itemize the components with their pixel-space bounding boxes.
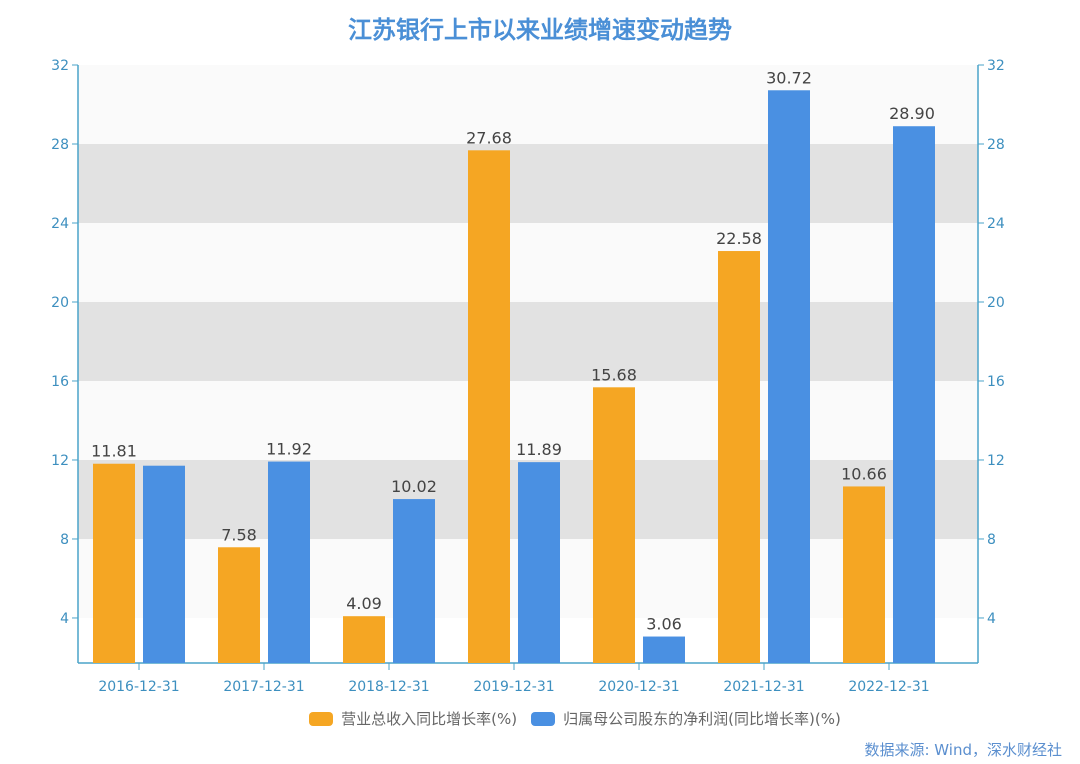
- grid-band: [78, 301, 978, 381]
- x-tick-label: 2022-12-31: [848, 679, 929, 695]
- data-label-net-profit: 11.89: [516, 440, 562, 459]
- y-tick-label-right: 16: [987, 374, 1005, 390]
- legend-label-revenue: 营业总收入同比增长率(%): [341, 710, 518, 728]
- y-tick-label-right: 8: [987, 532, 996, 548]
- bar-net-profit: [518, 462, 560, 663]
- data-label-revenue: 22.58: [716, 229, 762, 248]
- data-label-revenue: 11.81: [91, 442, 137, 461]
- bar-revenue: [593, 387, 635, 663]
- bar-net-profit: [268, 461, 310, 663]
- data-label-revenue: 27.68: [466, 128, 512, 147]
- data-label-net-profit: 10.02: [391, 477, 437, 496]
- data-label-net-profit: 11.92: [266, 440, 312, 459]
- data-label-net-profit: 28.90: [889, 104, 935, 123]
- legend-swatch-net-profit: [531, 711, 556, 726]
- bar-chart: 4 4 8 8 12 12 16 16 20 20 24 24 28 28 32 32 2016-12-31 11…: [51, 58, 1005, 695]
- chart-title: 江苏银行上市以来业绩增速变动趋势: [348, 16, 732, 44]
- bar-revenue: [718, 251, 760, 664]
- grid-band: [78, 143, 978, 223]
- bar-net-profit: [143, 465, 185, 663]
- y-tick-label-left: 20: [51, 295, 69, 311]
- y-tick-label-right: 20: [987, 295, 1005, 311]
- legend-swatch-revenue: [309, 711, 334, 726]
- y-tick-label-left: 12: [51, 453, 69, 469]
- x-tick-label: 2018-12-31: [348, 679, 429, 695]
- grid-band: [78, 65, 978, 144]
- x-tick-label: 2019-12-31: [473, 679, 554, 695]
- y-tick-label-left: 32: [51, 58, 69, 74]
- data-label-revenue: 10.66: [841, 464, 887, 483]
- y-tick-label-left: 16: [51, 374, 69, 390]
- bar-revenue: [218, 547, 260, 663]
- legend-item-net-profit[interactable]: 归属母公司股东的净利润(同比增长率)(%): [531, 708, 841, 729]
- x-tick-label: 2016-12-31: [98, 679, 179, 695]
- bar-revenue: [343, 616, 385, 663]
- y-tick-label-right: 28: [987, 137, 1005, 153]
- legend: 营业总收入同比增长率(%) 归属母公司股东的净利润(同比增长率)(%): [0, 708, 1080, 729]
- grid-band: [78, 380, 978, 460]
- data-label-net-profit: 30.72: [766, 68, 812, 87]
- y-tick-label-left: 4: [60, 611, 69, 627]
- x-tick-label: 2017-12-31: [223, 679, 304, 695]
- data-label-net-profit: 3.06: [646, 615, 682, 634]
- y-tick-label-right: 4: [987, 611, 996, 627]
- y-tick-label-right: 24: [987, 216, 1005, 232]
- bar-net-profit: [393, 499, 435, 663]
- data-label-revenue: 4.09: [346, 594, 382, 613]
- data-label-revenue: 7.58: [221, 525, 257, 544]
- y-tick-label-left: 28: [51, 137, 69, 153]
- legend-label-net-profit: 归属母公司股东的净利润(同比增长率)(%): [563, 710, 841, 728]
- y-tick-label-right: 32: [987, 58, 1005, 74]
- grid-band: [78, 222, 978, 302]
- bar-revenue: [843, 486, 885, 663]
- legend-item-revenue[interactable]: 营业总收入同比增长率(%): [309, 708, 517, 729]
- y-tick-label-left: 24: [51, 216, 69, 232]
- bar-net-profit: [643, 636, 685, 663]
- x-tick-label: 2020-12-31: [598, 679, 679, 695]
- x-tick-label: 2021-12-31: [723, 679, 804, 695]
- bar-revenue: [468, 150, 510, 663]
- bar-revenue: [93, 463, 135, 663]
- data-source: 数据来源: Wind，深水财经社: [864, 741, 1062, 759]
- bar-net-profit: [768, 90, 810, 663]
- y-tick-label-left: 8: [60, 532, 69, 548]
- data-label-revenue: 15.68: [591, 365, 637, 384]
- y-tick-label-right: 12: [987, 453, 1005, 469]
- bar-net-profit: [893, 126, 935, 664]
